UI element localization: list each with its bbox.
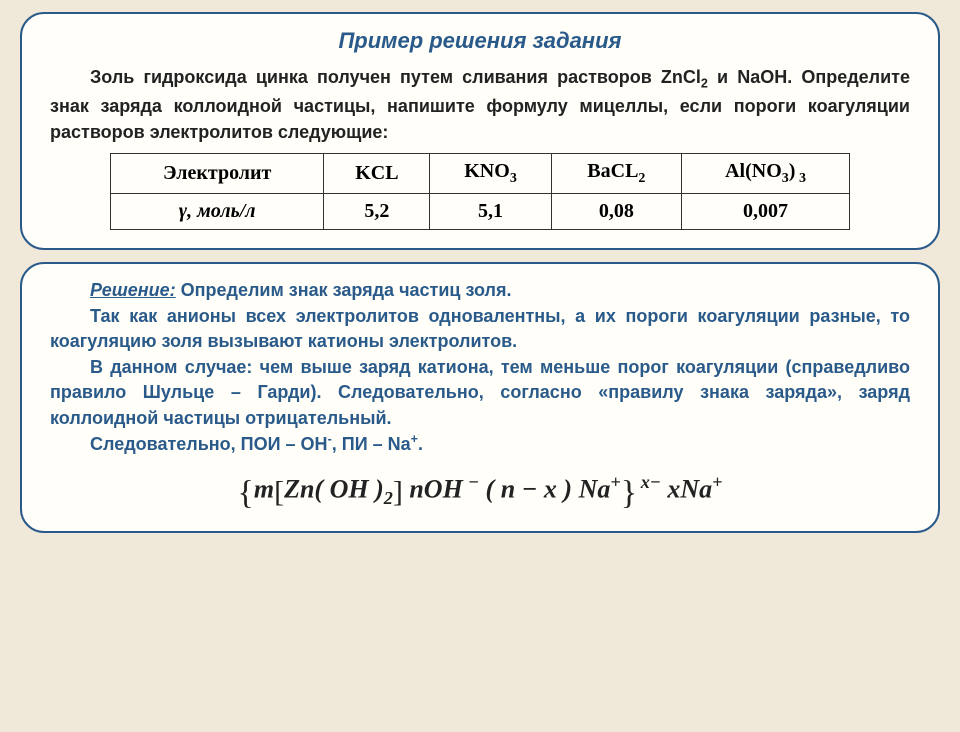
val-4: 0,007 (682, 194, 850, 230)
electrolyte-table: Электролит KCL KNO3 BaCL2 Al(NO3) 3 γ, м… (110, 153, 850, 230)
sol-line3: В данном случае: чем выше заряд катиона,… (50, 355, 910, 432)
sol-line4: Следовательно, ПОИ – OH-, ПИ – Na+. (50, 431, 910, 458)
example-panel: Пример решения задания Золь гидроксида ц… (20, 12, 940, 250)
th-electrolyte: Электролит (111, 154, 324, 194)
val-3: 0,08 (551, 194, 681, 230)
val-2: 5,1 (430, 194, 551, 230)
solution-text: Решение: Определим знак заряда частиц зо… (50, 278, 910, 458)
row-label: γ, моль/л (111, 194, 324, 230)
micelle-formula: {m[Zn( OH )2] nOH − ( n − x ) Na+} x− xN… (50, 472, 910, 513)
th-kcl: KCL (324, 154, 430, 194)
sol-line1b: Определим знак заряда частиц золя. (176, 280, 512, 300)
table-data-row: γ, моль/л 5,2 5,1 0,08 0,007 (111, 194, 850, 230)
th-bacl2: BaCL2 (551, 154, 681, 194)
th-kno3: KNO3 (430, 154, 551, 194)
problem-text: Золь гидроксида цинка получен путем слив… (50, 64, 910, 145)
solution-label: Решение: (90, 280, 176, 300)
val-1: 5,2 (324, 194, 430, 230)
text-part1: Золь гидроксида цинка получен путем слив… (90, 67, 701, 87)
table-header-row: Электролит KCL KNO3 BaCL2 Al(NO3) 3 (111, 154, 850, 194)
sol-line2: Так как анионы всех электролитов одновал… (50, 304, 910, 355)
solution-panel: Решение: Определим знак заряда частиц зо… (20, 262, 940, 532)
th-alno3: Al(NO3) 3 (682, 154, 850, 194)
panel-title: Пример решения задания (50, 28, 910, 54)
